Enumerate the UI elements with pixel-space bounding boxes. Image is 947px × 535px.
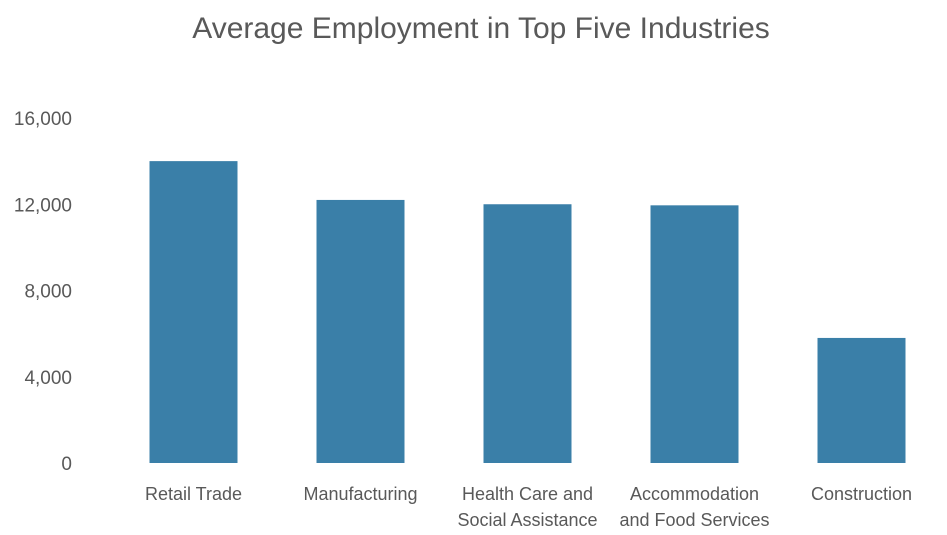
bars	[149, 161, 906, 463]
x-category-label: and Food Services	[619, 510, 769, 530]
bar	[316, 199, 405, 463]
bar	[650, 205, 739, 463]
x-axis: Retail Trade Manufacturing Health Care and…	[145, 484, 912, 530]
bar	[817, 337, 906, 463]
bar	[483, 204, 572, 463]
y-tick-label: 4,000	[24, 368, 72, 389]
y-tick-label: 16,000	[14, 109, 72, 130]
y-tick-label: 0	[61, 454, 72, 475]
bar	[149, 161, 238, 463]
x-category-label: Social Assistance	[457, 510, 597, 530]
chart-title: Average Employment in Top Five Industrie…	[192, 12, 770, 45]
x-category-label: Health Care and	[462, 484, 593, 504]
x-category-label: Retail Trade	[145, 484, 242, 504]
x-category-label: Construction	[811, 484, 912, 504]
y-axis: 0 4,000 8,000 12,000 16,000	[14, 109, 72, 475]
x-category-label: Accommodation	[630, 484, 759, 504]
y-tick-label: 12,000	[14, 195, 72, 216]
x-category-label: Manufacturing	[303, 484, 417, 504]
y-tick-label: 8,000	[24, 282, 72, 303]
